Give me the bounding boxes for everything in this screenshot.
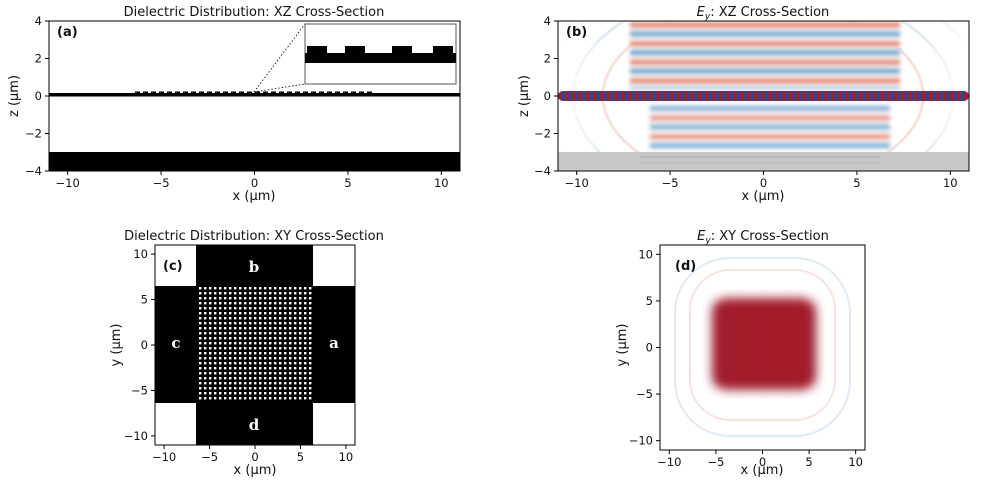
port-d-label: d: [249, 416, 260, 434]
panel-b-ytick-label: 4: [544, 14, 551, 28]
panel-c-xtick-label: 10: [339, 450, 354, 464]
panel-c-label: (c): [163, 259, 183, 274]
panel-b-substrate: [558, 152, 969, 171]
panel-d-title: Ey: XY Cross-Section: [697, 229, 829, 246]
panel-d-title-rest: : XY Cross-Section: [711, 229, 829, 244]
panel-d-title-var: E: [697, 229, 706, 244]
panel-c-xlabel: x (μm): [234, 463, 277, 478]
panel-b-guided-mode: [558, 91, 969, 101]
panel-b-ytick-label: −4: [534, 164, 551, 178]
panel-b-axes: −10 −5 0 5 10 −4 −2 0 2 4: [534, 14, 958, 190]
panel-c-ytick-label: −10: [124, 429, 148, 443]
panel-a-xtick-label: −5: [153, 176, 170, 190]
panel-b-xtick-label: 0: [760, 176, 767, 190]
panel-d: Ey: XY Cross-Section (d) −10 −5 0 5 10 −10 −5 0…: [615, 229, 866, 478]
panel-a-ylabel: z (μm): [7, 75, 22, 117]
panel-d-xtick-label: −10: [657, 455, 681, 469]
panel-d-field-hotspot: [712, 298, 816, 390]
panel-b-substrate-field: [640, 156, 880, 164]
panel-b-xtick-label: −10: [565, 176, 589, 190]
panel-a-xtick-label: 5: [344, 176, 351, 190]
panel-d-xtick-label: 10: [848, 455, 863, 469]
panel-d-label: (d): [675, 259, 696, 274]
panel-d-ylabel: y (μm): [615, 324, 630, 367]
panel-b-ytick-label: −2: [534, 127, 551, 141]
panel-d-xtick-label: −5: [707, 455, 724, 469]
panel-a-xtick-label: 0: [251, 176, 258, 190]
panel-c-xtick-label: −10: [152, 450, 176, 464]
panel-a-ytick-label: 2: [35, 52, 42, 66]
panel-a-axes: −10 −5 0 5 10 −4 −2 0 2 4: [25, 14, 449, 190]
panel-c-axes: −10 −5 0 5 10 −10 −5 0 5 10: [124, 247, 354, 464]
panel-b-xlabel: x (μm): [742, 189, 785, 204]
panel-a-inset-grating: [305, 46, 456, 63]
panel-a-waveguide: [49, 93, 460, 97]
panel-b-title: Ey: XZ Cross-Section: [697, 5, 830, 22]
panel-c-ytick-label: 10: [133, 247, 148, 261]
panel-a-ytick-label: −2: [25, 127, 42, 141]
panel-b-ytick-label: 2: [544, 52, 551, 66]
panel-d-background-ripples: [674, 257, 851, 437]
panel-b-ytick-label: 0: [544, 89, 551, 103]
panel-c: Dielectric Distribution: XY Cross-Sectio…: [109, 229, 384, 478]
panel-c-hole-array: [198, 286, 312, 400]
panel-d-xtick-label: 0: [759, 455, 766, 469]
panel-d-axes: −10 −5 0 5 10 −10 −5 0 5 10: [629, 247, 863, 469]
panel-d-title-sub: y: [704, 236, 711, 246]
panel-a-title: Dielectric Distribution: XZ Cross-Sectio…: [124, 5, 385, 20]
panel-a-zoom-line-top: [253, 23, 306, 93]
port-c-label: c: [171, 334, 180, 352]
panel-a: Dielectric Distribution: XZ Cross-Sectio…: [7, 5, 461, 204]
panel-c-xtick-label: 0: [251, 450, 258, 464]
panel-d-ytick-label: −5: [636, 387, 653, 401]
panel-d-xtick-label: 5: [805, 455, 812, 469]
panel-d-ytick-label: 0: [646, 341, 653, 355]
panel-c-ytick-label: 0: [141, 338, 148, 352]
panel-b-ylabel: z (μm): [517, 75, 532, 117]
panel-c-xtick-label: 5: [297, 450, 304, 464]
port-b-label: b: [249, 258, 260, 276]
panel-a-ytick-label: −4: [25, 164, 42, 178]
panel-a-xlabel: x (μm): [233, 189, 276, 204]
port-a-label: a: [329, 334, 339, 352]
panel-a-xtick-label: −10: [56, 176, 80, 190]
panel-a-ytick-label: 0: [35, 89, 42, 103]
panel-b-title-rest: : XZ Cross-Section: [710, 5, 829, 20]
panel-c-ylabel: y (μm): [109, 324, 124, 367]
panel-d-xlabel: x (μm): [741, 463, 784, 478]
panel-c-ytick-label: 5: [141, 293, 148, 307]
panel-b-xtick-label: −5: [662, 176, 679, 190]
panel-a-zoom-line-bottom: [253, 83, 306, 93]
panel-d-ytick-label: 5: [646, 294, 653, 308]
panel-c-ytick-label: −5: [131, 383, 148, 397]
panel-d-ytick-label: 10: [638, 247, 653, 261]
panel-b-title-sub: y: [704, 12, 711, 22]
panel-c-title: Dielectric Distribution: XY Cross-Sectio…: [124, 229, 384, 244]
panel-c-xtick-label: −5: [201, 450, 218, 464]
panel-b-label: (b): [566, 25, 587, 40]
panel-a-substrate: [49, 152, 460, 171]
panel-a-ytick-label: 4: [35, 14, 42, 28]
panel-a-xtick-label: 10: [434, 176, 449, 190]
panel-d-ytick-label: −10: [629, 434, 653, 448]
panel-b-xtick-label: 10: [943, 176, 958, 190]
panel-b-title-var: E: [697, 5, 706, 20]
panel-a-label: (a): [57, 25, 78, 40]
panel-b-xtick-label: 5: [853, 176, 860, 190]
panel-b: Ey: XZ Cross-Section (b) −10−: [517, 5, 970, 204]
